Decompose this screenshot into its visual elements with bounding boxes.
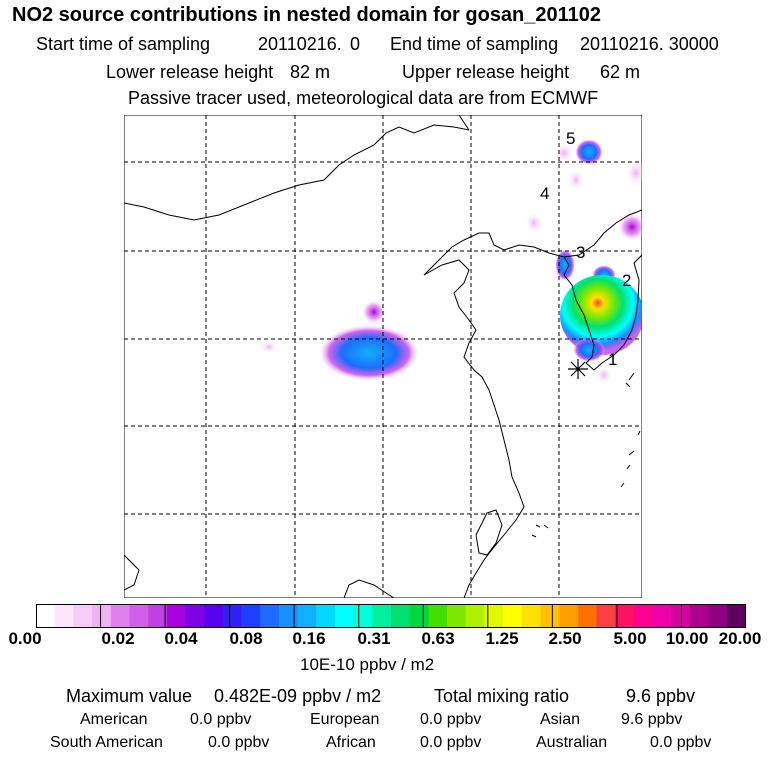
colorbar-tick-2: 0.04: [164, 629, 198, 648]
max-value-label: Maximum value: [66, 686, 193, 706]
colorbar-cell: [391, 604, 411, 628]
lat-lon-grid: [124, 115, 642, 598]
upper-height-value: 62 m: [600, 62, 641, 82]
marker-label-5: 5: [566, 129, 575, 148]
colorbar-cell: [204, 604, 224, 628]
lower-height-value: 82 m: [290, 62, 331, 82]
region-name-south-american: South American: [50, 734, 163, 751]
region-value-australian: 0.0 ppbv: [650, 734, 712, 751]
start-time-hour: 0: [350, 34, 361, 54]
colorbar-cell: [166, 604, 186, 628]
colorbar-cell: [633, 604, 654, 628]
colorbar-tick-6: 0.63: [421, 629, 455, 648]
colorbar-cell: [316, 604, 336, 628]
marker-label-2: 2: [622, 271, 631, 290]
colorbar-tick-3: 0.08: [229, 629, 263, 648]
colorbar-tick-10: 10.00: [665, 629, 709, 648]
colorbar: [36, 604, 746, 628]
colorbar-cell: [652, 604, 672, 628]
colorbar-cell: [540, 604, 560, 628]
start-time-value: 20110216.: [258, 34, 342, 54]
colorbar-cell: [689, 604, 710, 628]
region-value-asian: 9.6 ppbv: [621, 711, 683, 728]
colorbar-cell: [428, 604, 448, 628]
colorbar-tick-11: 20.00: [718, 629, 762, 648]
colorbar-cell: [334, 604, 355, 628]
colorbar-cell: [92, 604, 112, 628]
total-mixing-value: 9.6 ppbv: [626, 686, 696, 706]
colorbar-tick-1: 0.02: [101, 629, 135, 648]
region-value-american: 0.0 ppbv: [190, 711, 252, 728]
colorbar-cell: [36, 604, 56, 628]
colorbar-cell: [222, 604, 243, 628]
source-contribution-map: 1 2 3 4 5: [124, 115, 642, 598]
lower-height-label: Lower release height: [106, 62, 274, 82]
figure-title: NO2 source contributions in nested domai…: [12, 4, 602, 26]
colorbar-cell: [596, 604, 616, 628]
colorbar-tick-5: 0.31: [357, 629, 391, 648]
region-name-american: American: [80, 711, 148, 728]
colorbar-cell: [278, 604, 299, 628]
colorbar-tick-9: 5.00: [613, 629, 647, 648]
upper-height-label: Upper release height: [402, 62, 570, 82]
source-markers: 1 2 3 4 5: [540, 129, 631, 369]
region-name-asian: Asian: [540, 711, 581, 728]
tracer-note: Passive tracer used, meteorological data…: [128, 88, 599, 108]
region-value-european: 0.0 ppbv: [420, 711, 482, 728]
colorbar-cell: [353, 604, 373, 628]
colorbar-cell: [727, 604, 746, 628]
colorbar-cell: [148, 604, 168, 628]
marker-label-3: 3: [576, 243, 585, 262]
colorbar-cell: [671, 604, 691, 628]
colorbar-cell: [559, 604, 579, 628]
colorbar-cell: [577, 604, 598, 628]
colorbar-cell: [615, 604, 635, 628]
coastlines: [124, 115, 642, 598]
total-mixing-label: Total mixing ratio: [434, 686, 570, 706]
colorbar-cell: [241, 604, 261, 628]
region-name-australian: Australian: [536, 734, 608, 751]
colorbar-tick-0: 0.00: [8, 629, 42, 648]
end-time-label: End time of sampling: [390, 34, 559, 54]
colorbar-cell: [503, 604, 523, 628]
colorbar-cell: [708, 604, 728, 628]
colorbar-cell: [129, 604, 149, 628]
colorbar-tick-7: 1.25: [485, 629, 519, 648]
marker-label-1: 1: [608, 350, 617, 369]
receptor-marker: [568, 359, 588, 379]
colorbar-cell: [484, 604, 504, 628]
colorbar-cell: [372, 604, 392, 628]
colorbar-tick-4: 0.16: [292, 629, 326, 648]
colorbar-tick-8: 2.50: [548, 629, 582, 648]
colorbar-cell: [409, 604, 429, 628]
colorbar-cell: [465, 604, 485, 628]
colorbar-cell: [73, 604, 93, 628]
tracer-plumes: [261, 139, 642, 383]
start-time-label: Start time of sampling: [36, 34, 211, 54]
colorbar-cell: [54, 604, 74, 628]
region-value-south-american: 0.0 ppbv: [208, 734, 270, 751]
end-time-value: 20110216. 30000: [580, 34, 719, 54]
colorbar-cell: [110, 604, 130, 628]
region-value-african: 0.0 ppbv: [420, 734, 482, 751]
colorbar-cell: [297, 604, 317, 628]
colorbar-cell: [447, 604, 467, 628]
region-name-european: European: [310, 711, 380, 728]
colorbar-cell: [260, 604, 280, 628]
max-value: 0.482E-09 ppbv / m2: [214, 686, 382, 706]
region-name-african: African: [326, 734, 376, 751]
colorbar-cell: [521, 604, 541, 628]
colorbar-cell: [185, 604, 205, 628]
colorbar-unit: 10E-10 ppbv / m2: [300, 655, 435, 674]
marker-label-4: 4: [540, 184, 549, 203]
